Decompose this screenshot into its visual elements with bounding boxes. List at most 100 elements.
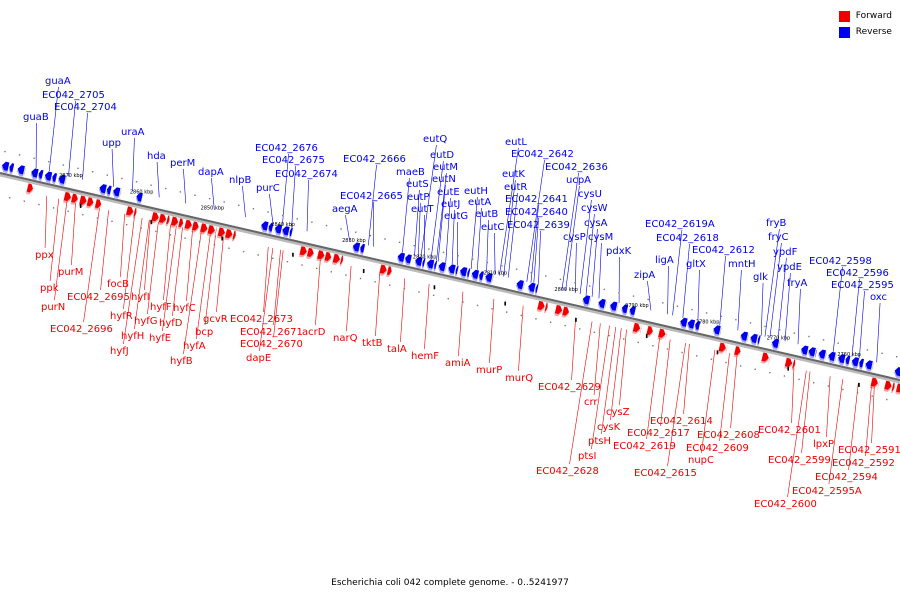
tick-dot bbox=[374, 281, 376, 283]
reverse-gene-arrow bbox=[44, 171, 53, 183]
leader-line bbox=[44, 196, 48, 249]
reverse-gene-arrow bbox=[740, 331, 749, 344]
tick-dot bbox=[793, 332, 796, 334]
leader-line bbox=[48, 86, 59, 173]
tick-dot bbox=[886, 398, 888, 401]
gene-label: EC042_2591 bbox=[838, 445, 900, 456]
leader-line bbox=[667, 342, 686, 467]
legend-label-reverse: Reverse bbox=[855, 27, 892, 37]
leader-line bbox=[764, 228, 780, 337]
gene-label: fryC bbox=[768, 232, 789, 243]
tick-dot bbox=[852, 345, 854, 348]
leader-line bbox=[417, 202, 421, 257]
gene-label: cysA bbox=[584, 218, 608, 229]
forward-gene-arrow bbox=[231, 230, 237, 242]
tick-dot bbox=[842, 388, 844, 391]
leader-line bbox=[683, 343, 690, 415]
forward-gene-arrow bbox=[158, 213, 167, 226]
leader-line bbox=[100, 210, 109, 291]
tick-dot bbox=[62, 164, 65, 166]
tick-dot bbox=[632, 295, 635, 297]
gene-label: maeB bbox=[396, 167, 425, 178]
leader-line bbox=[876, 302, 881, 363]
reverse-gene-arrow bbox=[621, 303, 629, 316]
forward-gene-arrow bbox=[639, 324, 643, 336]
gene-label: eutT bbox=[411, 204, 434, 215]
forward-gene-arrow bbox=[386, 265, 393, 278]
leader-line bbox=[147, 221, 159, 315]
tick-dot bbox=[165, 187, 167, 190]
tick-bar bbox=[292, 252, 294, 257]
tick-dot bbox=[837, 342, 839, 344]
gene-label: aegA bbox=[332, 204, 358, 215]
tick-dot bbox=[213, 244, 216, 246]
leader-line bbox=[375, 272, 381, 337]
gene-label: nupC bbox=[688, 455, 714, 466]
reverse-swatch bbox=[838, 26, 850, 38]
forward-gene-arrow bbox=[791, 358, 796, 371]
tick-dot bbox=[593, 331, 596, 333]
reverse-gene-arrow bbox=[57, 174, 67, 187]
gene-label: EC042_2665 bbox=[340, 191, 403, 202]
gene-label: eutC bbox=[481, 222, 504, 233]
tick-dot bbox=[622, 338, 625, 340]
gene-label: EC042_2595A bbox=[792, 486, 862, 497]
forward-gene-arrow bbox=[25, 182, 34, 195]
reverse-gene-arrow bbox=[37, 169, 44, 181]
leader-line bbox=[791, 367, 795, 424]
leader-line bbox=[579, 199, 592, 295]
gene-label: eutN bbox=[432, 174, 456, 185]
leader-line bbox=[445, 197, 451, 264]
leader-line bbox=[507, 192, 518, 278]
reverse-gene-arrow bbox=[515, 279, 525, 292]
gene-label: talA bbox=[387, 344, 407, 355]
gene-label: EC042_2608 bbox=[697, 430, 760, 441]
forward-gene-arrow bbox=[760, 351, 770, 364]
leader-line bbox=[156, 161, 160, 198]
leader-line bbox=[132, 137, 135, 192]
forward-gene-arrow bbox=[331, 253, 341, 266]
tick-dot bbox=[82, 213, 84, 216]
leader-line bbox=[183, 231, 202, 355]
leader-line bbox=[647, 280, 652, 311]
leader-line bbox=[430, 160, 444, 260]
leader-line bbox=[769, 242, 782, 338]
leader-line bbox=[865, 385, 872, 457]
tick-bar bbox=[150, 220, 153, 225]
reverse-gene-arrow bbox=[679, 317, 689, 330]
leader-line bbox=[682, 243, 690, 318]
gene-label: hyfJ bbox=[110, 346, 129, 357]
gene-label: guaB bbox=[23, 112, 49, 123]
reverse-gene-arrow bbox=[274, 224, 283, 236]
gene-label: EC042_2705 bbox=[42, 90, 105, 101]
reverse-gene-arrow bbox=[687, 319, 696, 331]
reverse-gene-arrow bbox=[64, 175, 68, 187]
tick-dot bbox=[301, 264, 303, 266]
tick-dot bbox=[442, 251, 445, 254]
reverse-gene-arrow bbox=[466, 267, 471, 280]
gene-label: EC042_2666 bbox=[343, 154, 406, 165]
tick-dot bbox=[720, 315, 722, 318]
gene-label: EC042_2619 bbox=[613, 441, 676, 452]
gene-label: cysM bbox=[588, 232, 613, 243]
gene-label: eutD bbox=[430, 150, 454, 161]
tick-dot bbox=[822, 339, 825, 341]
tick-dot bbox=[111, 220, 113, 223]
reverse-gene-arrow bbox=[746, 332, 750, 344]
tick-dot bbox=[325, 224, 328, 227]
forward-gene-arrow bbox=[891, 381, 895, 394]
axis-shadow bbox=[0, 173, 900, 384]
forward-gene-arrow bbox=[632, 322, 641, 335]
forward-gene-arrow bbox=[306, 247, 315, 260]
tick-dot bbox=[311, 221, 313, 223]
reverse-gene-arrow bbox=[484, 272, 494, 285]
tick-dot bbox=[676, 305, 679, 307]
leader-line bbox=[571, 317, 576, 381]
tick-dot bbox=[194, 194, 196, 196]
gene-label: ucpA bbox=[566, 175, 591, 186]
leader-line bbox=[211, 177, 215, 211]
reverse-gene-arrow bbox=[719, 325, 723, 337]
tick-dot bbox=[179, 191, 182, 193]
tick-bar bbox=[504, 301, 506, 306]
genome-axis bbox=[0, 172, 900, 384]
